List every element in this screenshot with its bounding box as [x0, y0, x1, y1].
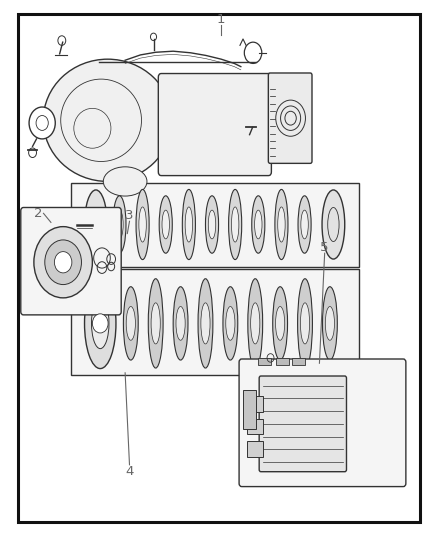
Ellipse shape	[85, 190, 107, 259]
Ellipse shape	[201, 303, 210, 344]
Ellipse shape	[226, 306, 235, 340]
Ellipse shape	[254, 210, 262, 239]
Ellipse shape	[116, 210, 123, 239]
Bar	[247, 418, 263, 434]
Ellipse shape	[43, 59, 172, 181]
Ellipse shape	[113, 196, 126, 253]
FancyBboxPatch shape	[268, 73, 312, 164]
Text: 3: 3	[125, 209, 134, 222]
Text: 4: 4	[125, 465, 134, 478]
Polygon shape	[71, 269, 359, 375]
Ellipse shape	[85, 278, 116, 368]
Ellipse shape	[185, 207, 193, 242]
Ellipse shape	[325, 306, 335, 340]
Ellipse shape	[275, 189, 288, 260]
Circle shape	[34, 227, 92, 298]
Ellipse shape	[248, 279, 263, 368]
Ellipse shape	[126, 306, 135, 340]
Ellipse shape	[92, 298, 109, 349]
FancyBboxPatch shape	[21, 207, 121, 315]
FancyBboxPatch shape	[259, 376, 346, 472]
Ellipse shape	[162, 210, 170, 239]
Ellipse shape	[173, 287, 188, 360]
Ellipse shape	[278, 207, 285, 242]
Polygon shape	[71, 182, 359, 266]
Text: 1: 1	[217, 13, 226, 26]
Bar	[247, 396, 263, 412]
Ellipse shape	[322, 190, 345, 259]
Circle shape	[45, 240, 81, 285]
Ellipse shape	[159, 196, 172, 253]
Ellipse shape	[223, 287, 238, 360]
Bar	[243, 390, 256, 429]
Ellipse shape	[151, 303, 160, 344]
Ellipse shape	[182, 189, 195, 260]
Ellipse shape	[136, 189, 149, 260]
Ellipse shape	[276, 306, 285, 340]
Text: 5: 5	[321, 241, 329, 254]
Ellipse shape	[208, 210, 216, 239]
Ellipse shape	[176, 306, 185, 340]
Ellipse shape	[148, 279, 163, 368]
Ellipse shape	[229, 189, 242, 260]
Ellipse shape	[300, 303, 310, 344]
Ellipse shape	[252, 196, 265, 253]
Bar	[292, 359, 305, 366]
Ellipse shape	[139, 207, 146, 242]
Ellipse shape	[205, 196, 219, 253]
Circle shape	[54, 252, 72, 273]
Bar	[258, 359, 272, 366]
Text: 2: 2	[34, 207, 42, 220]
Ellipse shape	[124, 287, 138, 360]
Ellipse shape	[273, 287, 288, 360]
Ellipse shape	[251, 303, 260, 344]
Ellipse shape	[322, 287, 337, 360]
Circle shape	[29, 107, 55, 139]
Ellipse shape	[298, 196, 311, 253]
Ellipse shape	[297, 279, 312, 368]
FancyBboxPatch shape	[158, 74, 272, 175]
Ellipse shape	[231, 207, 239, 242]
Bar	[276, 359, 289, 366]
Ellipse shape	[103, 167, 147, 196]
Bar	[247, 441, 263, 457]
Ellipse shape	[301, 210, 308, 239]
FancyBboxPatch shape	[239, 359, 406, 487]
Ellipse shape	[198, 279, 213, 368]
Circle shape	[92, 314, 108, 333]
